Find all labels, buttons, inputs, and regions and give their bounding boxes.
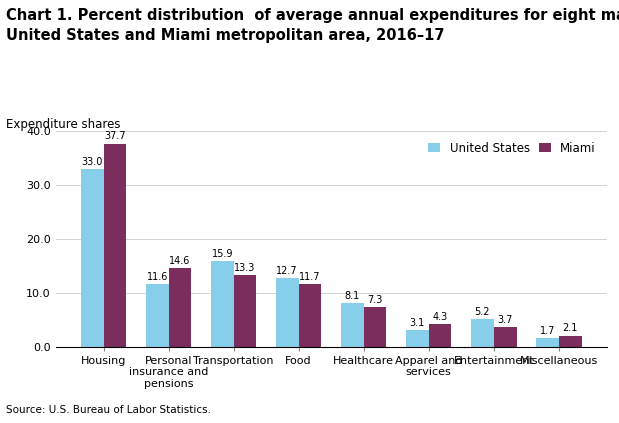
Text: 14.6: 14.6 [169,256,191,266]
Bar [233,275,256,347]
Text: Source: U.S. Bureau of Labor Statistics.: Source: U.S. Bureau of Labor Statistics. [6,404,211,415]
Text: 13.3: 13.3 [235,263,256,273]
Text: 11.6: 11.6 [147,272,168,282]
Bar [298,284,321,347]
Bar [429,324,451,347]
Bar [406,330,429,347]
Bar [211,261,233,347]
Bar [168,268,191,347]
Text: 37.7: 37.7 [104,132,126,141]
Bar [103,143,126,347]
Bar [146,284,168,347]
Text: 2.1: 2.1 [563,323,578,333]
Text: 7.3: 7.3 [368,295,383,305]
Text: 5.2: 5.2 [475,307,490,317]
Bar [471,319,494,347]
Bar [536,338,559,347]
Text: 4.3: 4.3 [433,311,448,321]
Bar [494,327,516,347]
Text: Chart 1. Percent distribution  of average annual expenditures for eight major ca: Chart 1. Percent distribution of average… [6,8,619,43]
Text: 3.1: 3.1 [410,318,425,328]
Bar [341,303,364,347]
Bar [364,308,386,347]
Text: 33.0: 33.0 [82,157,103,167]
Text: 11.7: 11.7 [299,272,321,282]
Text: 12.7: 12.7 [277,266,298,276]
Legend: United States, Miami: United States, Miami [423,137,600,159]
Bar [80,169,103,347]
Text: 8.1: 8.1 [345,291,360,301]
Text: 3.7: 3.7 [498,315,513,325]
Bar [559,335,582,347]
Text: Expenditure shares: Expenditure shares [6,118,121,132]
Text: 1.7: 1.7 [540,326,555,335]
Text: 15.9: 15.9 [212,249,233,259]
Bar [276,278,298,347]
